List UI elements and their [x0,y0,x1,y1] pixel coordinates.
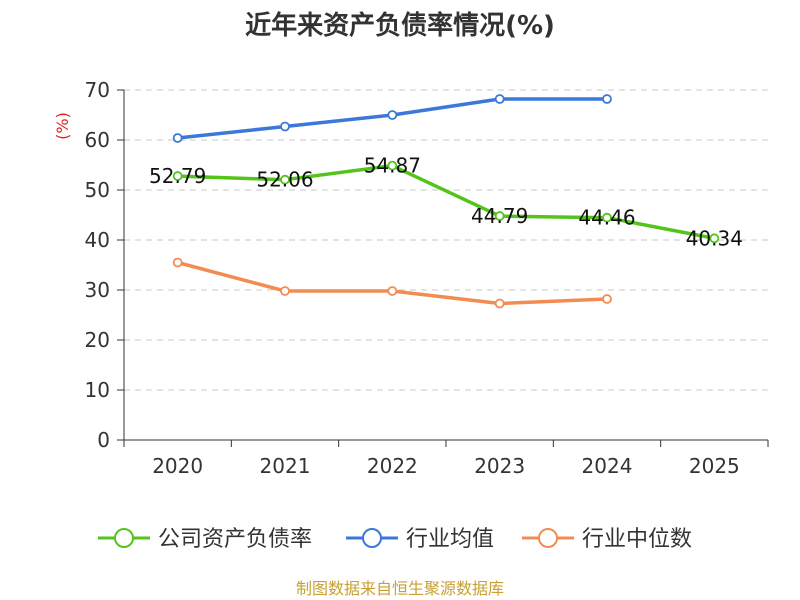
data-point[interactable] [494,94,505,104]
legend-item[interactable]: 公司资产负债率 [98,527,312,552]
source-note: 制图数据来自恒生聚源数据库 [296,579,504,598]
series-points [172,94,720,309]
x-tick-label: 2020 [152,454,203,478]
data-point[interactable] [172,133,183,143]
series-lines [175,97,717,306]
chart-title: 近年来资产负债率情况(%) [245,10,555,41]
data-point[interactable] [280,174,290,185]
legend-item[interactable]: 行业均值 [346,527,494,552]
y-tick-label: 30 [85,278,110,302]
y-tick-label: 20 [85,328,110,352]
y-tick-label: 40 [85,228,110,252]
data-point[interactable] [494,211,505,221]
data-label: 44.79 [471,204,528,228]
data-point[interactable] [494,298,505,309]
y-axis-label: (%) [53,112,72,140]
data-label: 54.87 [364,154,421,178]
data-label: 52.06 [256,168,313,192]
data-point[interactable] [172,257,183,268]
legend-label: 公司资产负债率 [158,527,312,552]
x-tick-label: 2023 [474,454,525,478]
legend-swatch-marker [538,528,558,548]
data-point[interactable] [172,171,183,181]
data-point[interactable] [387,160,398,171]
data-point[interactable] [602,294,612,304]
legend[interactable]: 公司资产负债率 行业均值 行业中位数 [98,527,692,552]
data-point[interactable] [709,233,720,244]
legend-swatch-marker [114,528,134,548]
data-label: 52.79 [149,164,206,188]
data-point[interactable] [387,286,398,296]
legend-label: 行业均值 [406,527,494,552]
x-tick-label: 2021 [260,454,311,478]
legend-label: 行业中位数 [582,527,692,552]
y-tick-label: 50 [85,178,110,202]
data-point[interactable] [602,212,612,223]
x-tick-label: 2022 [367,454,418,478]
y-tick-label: 70 [85,78,110,102]
data-point[interactable] [602,94,612,104]
data-point[interactable] [280,121,290,132]
x-tick-label: 2025 [689,454,740,478]
data-point[interactable] [280,286,290,296]
data-label: 40.34 [686,226,743,250]
data-point[interactable] [387,110,398,120]
series-line [175,163,717,241]
y-tick-label: 0 [97,428,110,452]
legend-swatch-marker [362,528,382,548]
y-tick-label: 60 [85,128,110,152]
data-label: 44.46 [578,206,635,230]
data-labels: 52.79 52.06 54.87 44.79 44.46 40.34 [149,154,743,251]
series-line [175,260,609,306]
x-tick-label: 2024 [582,454,633,478]
axes: 0 10 20 30 40 50 60 70 2020 2021 2022 2023 2024 2025 [85,78,769,478]
legend-item[interactable]: 行业中位数 [522,527,692,552]
y-tick-label: 10 [85,378,110,402]
